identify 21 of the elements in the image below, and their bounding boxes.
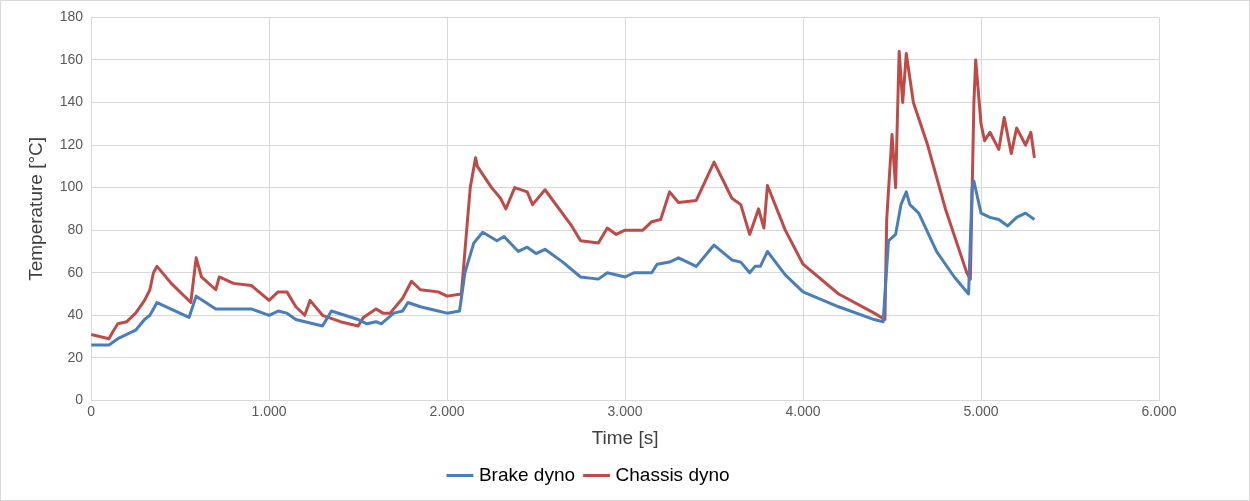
legend-label: Chassis dyno <box>615 463 730 485</box>
x-tick-label: 4.000 <box>785 402 821 419</box>
x-tick-label: 5.000 <box>963 402 999 419</box>
x-tick-label: 2.000 <box>429 402 465 419</box>
x-tick-label: 6.000 <box>1141 402 1177 419</box>
y-tick-label: 40 <box>67 306 84 323</box>
y-tick-label: 180 <box>59 8 84 25</box>
y-tick-label: 60 <box>67 263 84 280</box>
y-tick-label: 140 <box>59 93 84 110</box>
x-tick-label: 3.000 <box>607 402 643 419</box>
x-tick-label: 1.000 <box>251 402 287 419</box>
y-tick-label: 100 <box>59 178 84 195</box>
y-tick-label: 0 <box>75 391 84 408</box>
y-tick-label: 20 <box>67 348 84 365</box>
y-axis-title: Temperature [°C] <box>24 136 46 281</box>
x-axis-title: Time [s] <box>591 426 659 448</box>
x-tick-label: 0 <box>87 402 96 419</box>
legend-label: Brake dyno <box>478 463 576 485</box>
y-tick-label: 80 <box>67 221 84 238</box>
y-tick-label: 160 <box>59 50 84 67</box>
y-tick-label: 120 <box>59 135 84 152</box>
